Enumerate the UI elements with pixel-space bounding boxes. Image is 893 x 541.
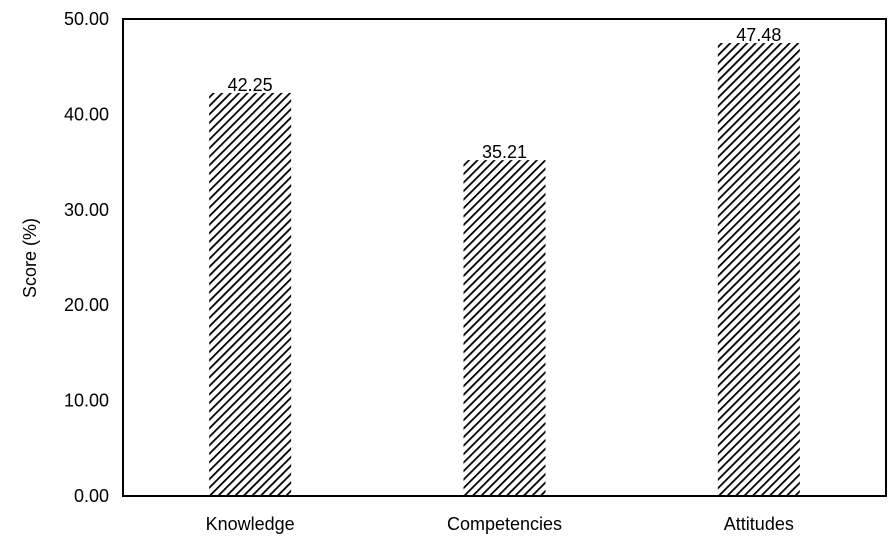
x-category-label: Competencies	[447, 514, 562, 534]
bar-value-label: 47.48	[736, 25, 781, 45]
bar	[717, 43, 800, 496]
y-tick-label: 0.00	[74, 486, 109, 506]
y-axis-ticks: 0.00 10.00 20.00 30.00 40.00 50.00	[64, 9, 109, 506]
bar-value-label: 35.21	[482, 142, 527, 162]
y-tick-label: 50.00	[64, 9, 109, 29]
y-tick-label: 10.00	[64, 391, 109, 411]
y-tick-label: 30.00	[64, 200, 109, 220]
x-axis-labels: Knowledge Competencies Attitudes	[206, 514, 794, 534]
bar-value-label: 42.25	[228, 75, 273, 95]
bars-group	[209, 43, 800, 496]
bar	[209, 92, 292, 496]
data-labels-group: 42.25 35.21 47.48	[228, 25, 782, 162]
bar	[463, 160, 546, 496]
x-category-label: Attitudes	[724, 514, 794, 534]
y-tick-label: 40.00	[64, 104, 109, 124]
y-axis-title: Score (%)	[20, 218, 40, 298]
x-category-label: Knowledge	[206, 514, 295, 534]
plot-area-frame	[122, 18, 887, 497]
y-tick-label: 20.00	[64, 295, 109, 315]
